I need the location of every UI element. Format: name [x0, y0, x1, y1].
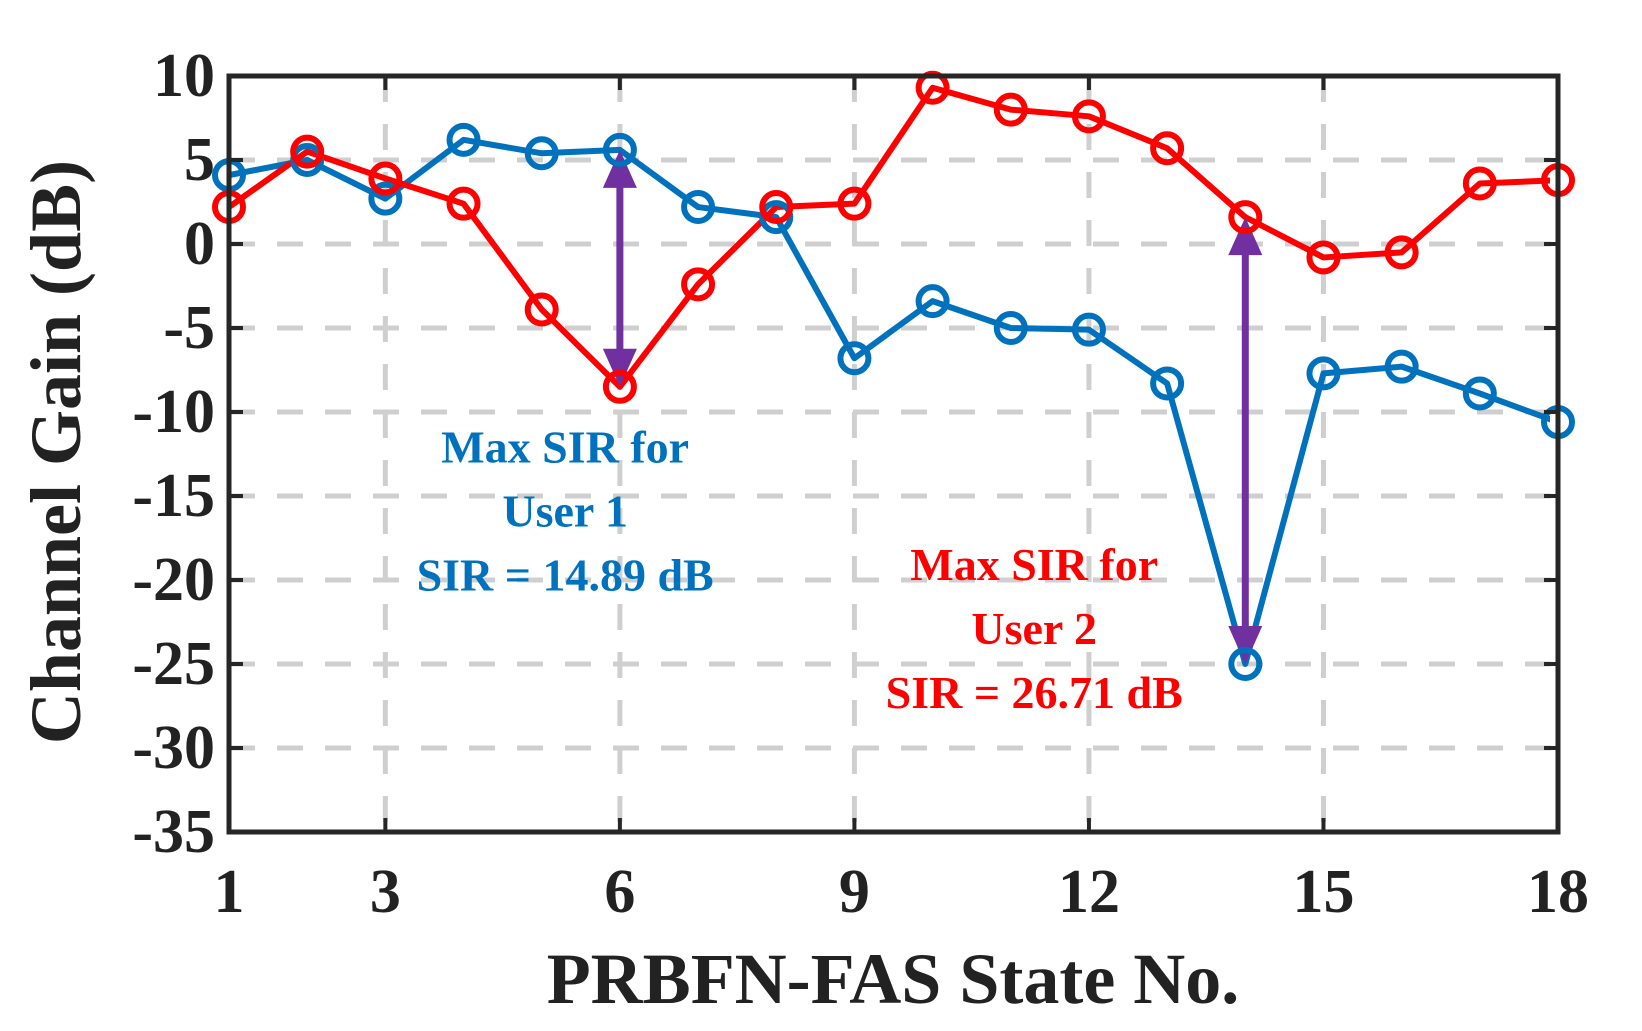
data-point-user-1: [915, 284, 950, 319]
data-point-user-1: [524, 136, 559, 171]
arrow-head-down: [602, 348, 637, 387]
arrow-head-up: [1228, 217, 1263, 256]
data-point-user-2: [446, 186, 481, 221]
arrow-layer: [602, 149, 1263, 664]
data-point-user-1: [681, 190, 716, 225]
x-tick-label: 15: [1292, 858, 1354, 926]
y-tick-label: 5: [184, 126, 215, 194]
data-point-user-2: [1384, 235, 1419, 270]
annotation-line: Max SIR for: [441, 421, 689, 472]
data-point-user-2: [1071, 99, 1106, 134]
annotation-line: SIR = 26.71 dB: [886, 667, 1183, 718]
x-tick-label: 9: [839, 858, 870, 926]
annotation-line: User 1: [502, 485, 628, 536]
data-point-user-1: [368, 181, 403, 216]
data-point-user-1: [837, 341, 872, 376]
y-tick-label: 10: [153, 42, 215, 110]
data-point-user-1: [602, 132, 637, 167]
data-point-user-2: [602, 369, 637, 404]
data-point-user-2: [837, 186, 872, 221]
data-point-user-1: [1384, 349, 1419, 384]
data-point-user-2: [290, 134, 325, 169]
x-tick-label: 3: [370, 858, 401, 926]
grid: [229, 76, 1558, 832]
series-line-user-2: [227, 84, 1550, 390]
y-tick-label: -10: [132, 378, 215, 446]
annotation-line: Max SIR for: [910, 539, 1158, 590]
y-axis-title: Channel Gain (dB): [16, 160, 96, 744]
x-axis-title: PRBFN-FAS State No.: [547, 939, 1240, 1019]
x-tick-label: 6: [604, 858, 635, 926]
x-tick-label: 18: [1527, 858, 1589, 926]
sir-annotation: Max SIR for User 2 SIR = 26.71 dB: [886, 539, 1183, 718]
data-point-user-2: [993, 92, 1028, 127]
data-point-user-1: [1071, 312, 1106, 347]
data-point-user-2: [1228, 200, 1263, 235]
x-tick-label: 1: [214, 858, 245, 926]
data-point-user-2: [524, 292, 559, 327]
sir-double-arrow: [602, 149, 637, 387]
y-tick-labels: 10 5 0 -5 -10 -15 -20 -25 -30 -35: [132, 42, 1558, 866]
data-point-user-2: [759, 190, 794, 225]
plot-frame: [226, 73, 1561, 835]
sir-annotation: Max SIR for User 1 SIR = 14.89 dB: [417, 421, 714, 600]
y-tick-label: -25: [132, 630, 215, 698]
y-tick-label: 0: [184, 210, 215, 278]
data-point-user-2: [681, 267, 716, 302]
y-tick-label: -5: [163, 294, 215, 362]
arrow-head-up: [602, 149, 637, 188]
data-point-user-1: [759, 200, 794, 235]
x-tick-labels: 1 3 6 9 12 15 18: [214, 76, 1589, 926]
data-point-user-1: [993, 311, 1028, 345]
data-point-user-1: [1462, 376, 1497, 411]
x-tick-label: 12: [1058, 858, 1120, 926]
y-tick-label: -15: [132, 462, 215, 530]
data-point-user-1: [446, 122, 481, 157]
annotation-line: User 2: [971, 603, 1097, 654]
y-tick-label: -30: [132, 714, 215, 782]
y-tick-label: -35: [132, 798, 215, 866]
data-point-user-1: [1228, 647, 1263, 681]
data-point-user-2: [1150, 131, 1185, 166]
arrow-head-down: [1228, 626, 1263, 664]
y-tick-label: -20: [132, 546, 215, 614]
data-point-user-1: [1306, 356, 1341, 391]
annotation-line: SIR = 14.89 dB: [417, 549, 714, 600]
sir-double-arrow: [1228, 217, 1263, 664]
data-point-user-2: [1306, 240, 1341, 275]
data-point-user-2: [368, 161, 403, 196]
data-point-user-2: [1462, 166, 1497, 201]
data-point-user-1: [1150, 366, 1185, 401]
